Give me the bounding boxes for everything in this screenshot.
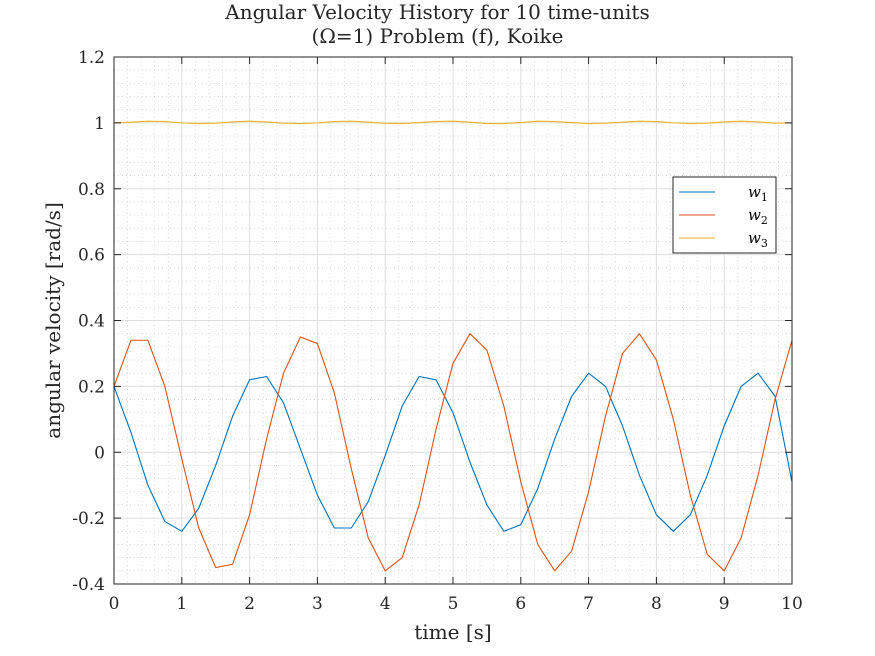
x-tick-labels: 0 1 2 3 4 5 6 7 8 9 10 — [109, 594, 803, 614]
x-axis-label: time [s] — [414, 620, 491, 644]
tick-marks — [113, 56, 793, 585]
y-tick-label: 0.6 — [78, 246, 105, 266]
y-tick-labels: -0.4 -0.2 0 0.2 0.4 0.6 0.8 1 1.2 — [72, 48, 105, 595]
y-tick-label: 0.4 — [78, 312, 105, 332]
x-tick-label: 1 — [176, 594, 187, 614]
x-tick-label: 7 — [583, 594, 594, 614]
y-tick-label: 0.8 — [78, 180, 105, 200]
y-tick-label: 1 — [94, 114, 105, 134]
x-tick-label: 8 — [651, 594, 662, 614]
series-line-w1 — [113, 372, 793, 532]
series-line-w3 — [113, 120, 793, 125]
y-tick-label: 0.2 — [78, 377, 105, 397]
y-tick-label: -0.2 — [72, 509, 105, 529]
chart-title-line-2: (Ω=1) Problem (f), Koike — [311, 24, 564, 48]
x-tick-label: 5 — [448, 594, 459, 614]
y-tick-label: 0 — [94, 443, 105, 463]
series-layer — [113, 120, 793, 572]
x-tick-label: 9 — [719, 594, 730, 614]
x-tick-label: 10 — [781, 594, 803, 614]
x-tick-label: 0 — [109, 594, 120, 614]
series-line-w2 — [113, 333, 793, 572]
chart-title-line-1: Angular Velocity History for 10 time-uni… — [225, 0, 650, 24]
x-tick-label: 2 — [244, 594, 255, 614]
x-tick-label: 6 — [515, 594, 526, 614]
x-tick-label: 3 — [312, 594, 323, 614]
y-tick-label: -0.4 — [72, 575, 105, 595]
x-tick-label: 4 — [380, 594, 391, 614]
y-tick-label: 1.2 — [78, 48, 105, 68]
y-axis-label: angular velocity [rad/s] — [41, 202, 65, 438]
